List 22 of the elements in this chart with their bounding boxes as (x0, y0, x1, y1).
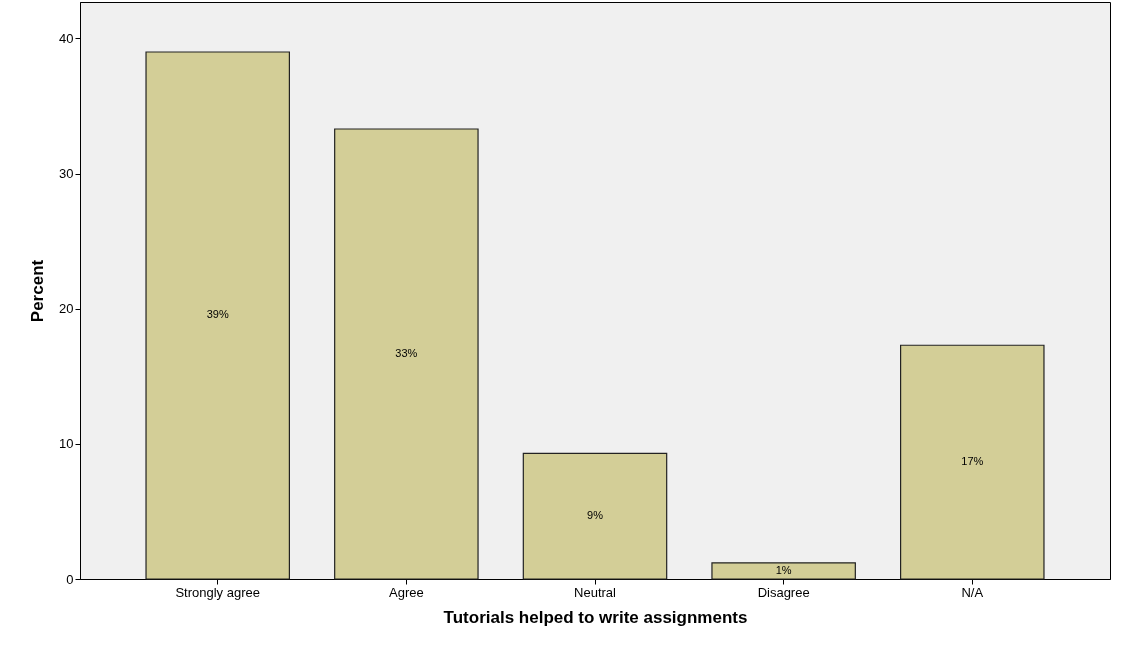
x-tick-label: Neutral (574, 584, 617, 600)
data-label: 39% (206, 308, 229, 321)
y-tick-label: 40 (59, 30, 74, 46)
y-tick-label: 20 (59, 301, 74, 317)
y-tick-label: 30 (59, 166, 74, 182)
x-axis-title: Tutorials helped to write assignments (443, 607, 748, 627)
x-tick-label: Agree (389, 584, 424, 600)
data-label: 33% (395, 347, 418, 360)
y-tick-label: 0 (66, 571, 74, 587)
x-tick-label: Disagree (757, 584, 810, 600)
bar (900, 344, 1045, 580)
data-label: 9% (587, 509, 604, 522)
bar (145, 51, 290, 580)
data-label: 17% (961, 455, 984, 468)
bar (711, 562, 856, 580)
y-axis-title: Percent (28, 259, 48, 323)
data-label: 1% (775, 563, 792, 576)
x-tick-label: N/A (961, 584, 984, 600)
x-tick-label: Strongly agree (175, 584, 260, 600)
y-tick-label: 10 (59, 436, 74, 452)
bar (522, 452, 668, 580)
bar (334, 128, 479, 580)
